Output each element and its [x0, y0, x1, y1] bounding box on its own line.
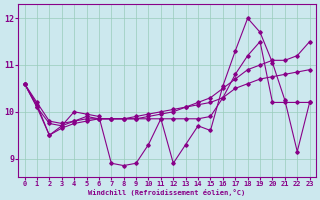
- X-axis label: Windchill (Refroidissement éolien,°C): Windchill (Refroidissement éolien,°C): [88, 189, 246, 196]
